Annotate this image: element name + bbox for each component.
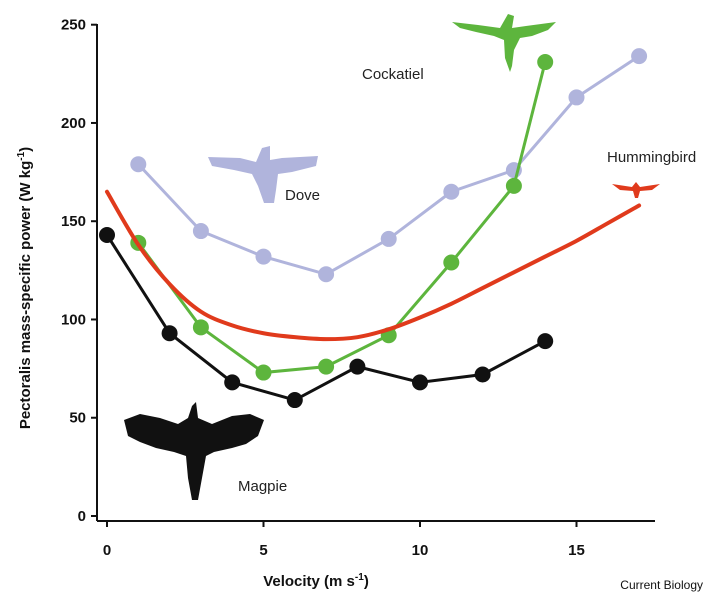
series-label-magpie: Magpie (238, 478, 287, 495)
dove-silhouette-icon (208, 146, 318, 203)
data-point-magpie (349, 358, 366, 375)
hummingbird-silhouette-icon (612, 182, 660, 198)
series-magpie (99, 226, 554, 409)
data-point-magpie (474, 366, 491, 383)
series-label-hummingbird: Hummingbird (607, 149, 696, 166)
data-point-dove (255, 248, 272, 265)
data-point-magpie (412, 374, 428, 391)
series-dove (130, 48, 648, 283)
x-tick-label: 5 (259, 542, 267, 559)
series-layer (99, 48, 648, 409)
series-label-cockatiel: Cockatiel (362, 66, 424, 83)
data-point-dove (130, 156, 147, 173)
y-tick-label: 50 (69, 410, 86, 427)
x-tick-label: 0 (103, 542, 111, 559)
data-point-dove (192, 223, 209, 240)
series-line-cockatiel (137, 61, 547, 375)
y-tick-label: 250 (61, 17, 86, 34)
credit-text: Current Biology (620, 578, 703, 592)
y-ticks: 0 50 100 150 200 250 (61, 17, 97, 525)
y-tick-label: 100 (61, 311, 86, 328)
y-tick-label: 200 (61, 115, 86, 132)
x-axis-title: Velocity (m s-1) (263, 572, 369, 590)
data-point-cockatiel (192, 319, 209, 336)
data-point-cockatiel (318, 358, 335, 375)
data-point-magpie (224, 374, 241, 391)
x-tick-label: 15 (568, 542, 585, 559)
data-point-dove (568, 89, 585, 106)
data-point-magpie (161, 325, 178, 342)
cockatiel-silhouette-icon (452, 14, 556, 72)
data-point-cockatiel (505, 177, 522, 194)
data-point-cockatiel (255, 364, 272, 381)
series-line-magpie (105, 234, 546, 402)
x-tick-label: 10 (412, 542, 429, 559)
y-tick-label: 150 (61, 213, 86, 230)
data-point-dove (443, 183, 460, 200)
x-ticks: 0 5 10 15 (103, 521, 585, 559)
data-point-cockatiel (537, 54, 554, 71)
data-point-dove (318, 266, 335, 283)
data-point-magpie (99, 226, 115, 243)
series-label-dove: Dove (285, 187, 320, 204)
series-hummingbird (105, 189, 642, 342)
data-point-dove (380, 230, 397, 247)
data-point-cockatiel (443, 254, 460, 271)
data-point-magpie (286, 392, 303, 409)
series-line-hummingbird (105, 189, 642, 342)
series-cockatiel (130, 54, 554, 381)
data-point-magpie (537, 333, 554, 350)
magpie-silhouette-icon (124, 402, 264, 500)
y-tick-label: 0 (78, 508, 86, 525)
y-axis-title: Pectoralis mass-specific power (W kg-1) (16, 147, 34, 429)
data-point-dove (631, 48, 648, 65)
